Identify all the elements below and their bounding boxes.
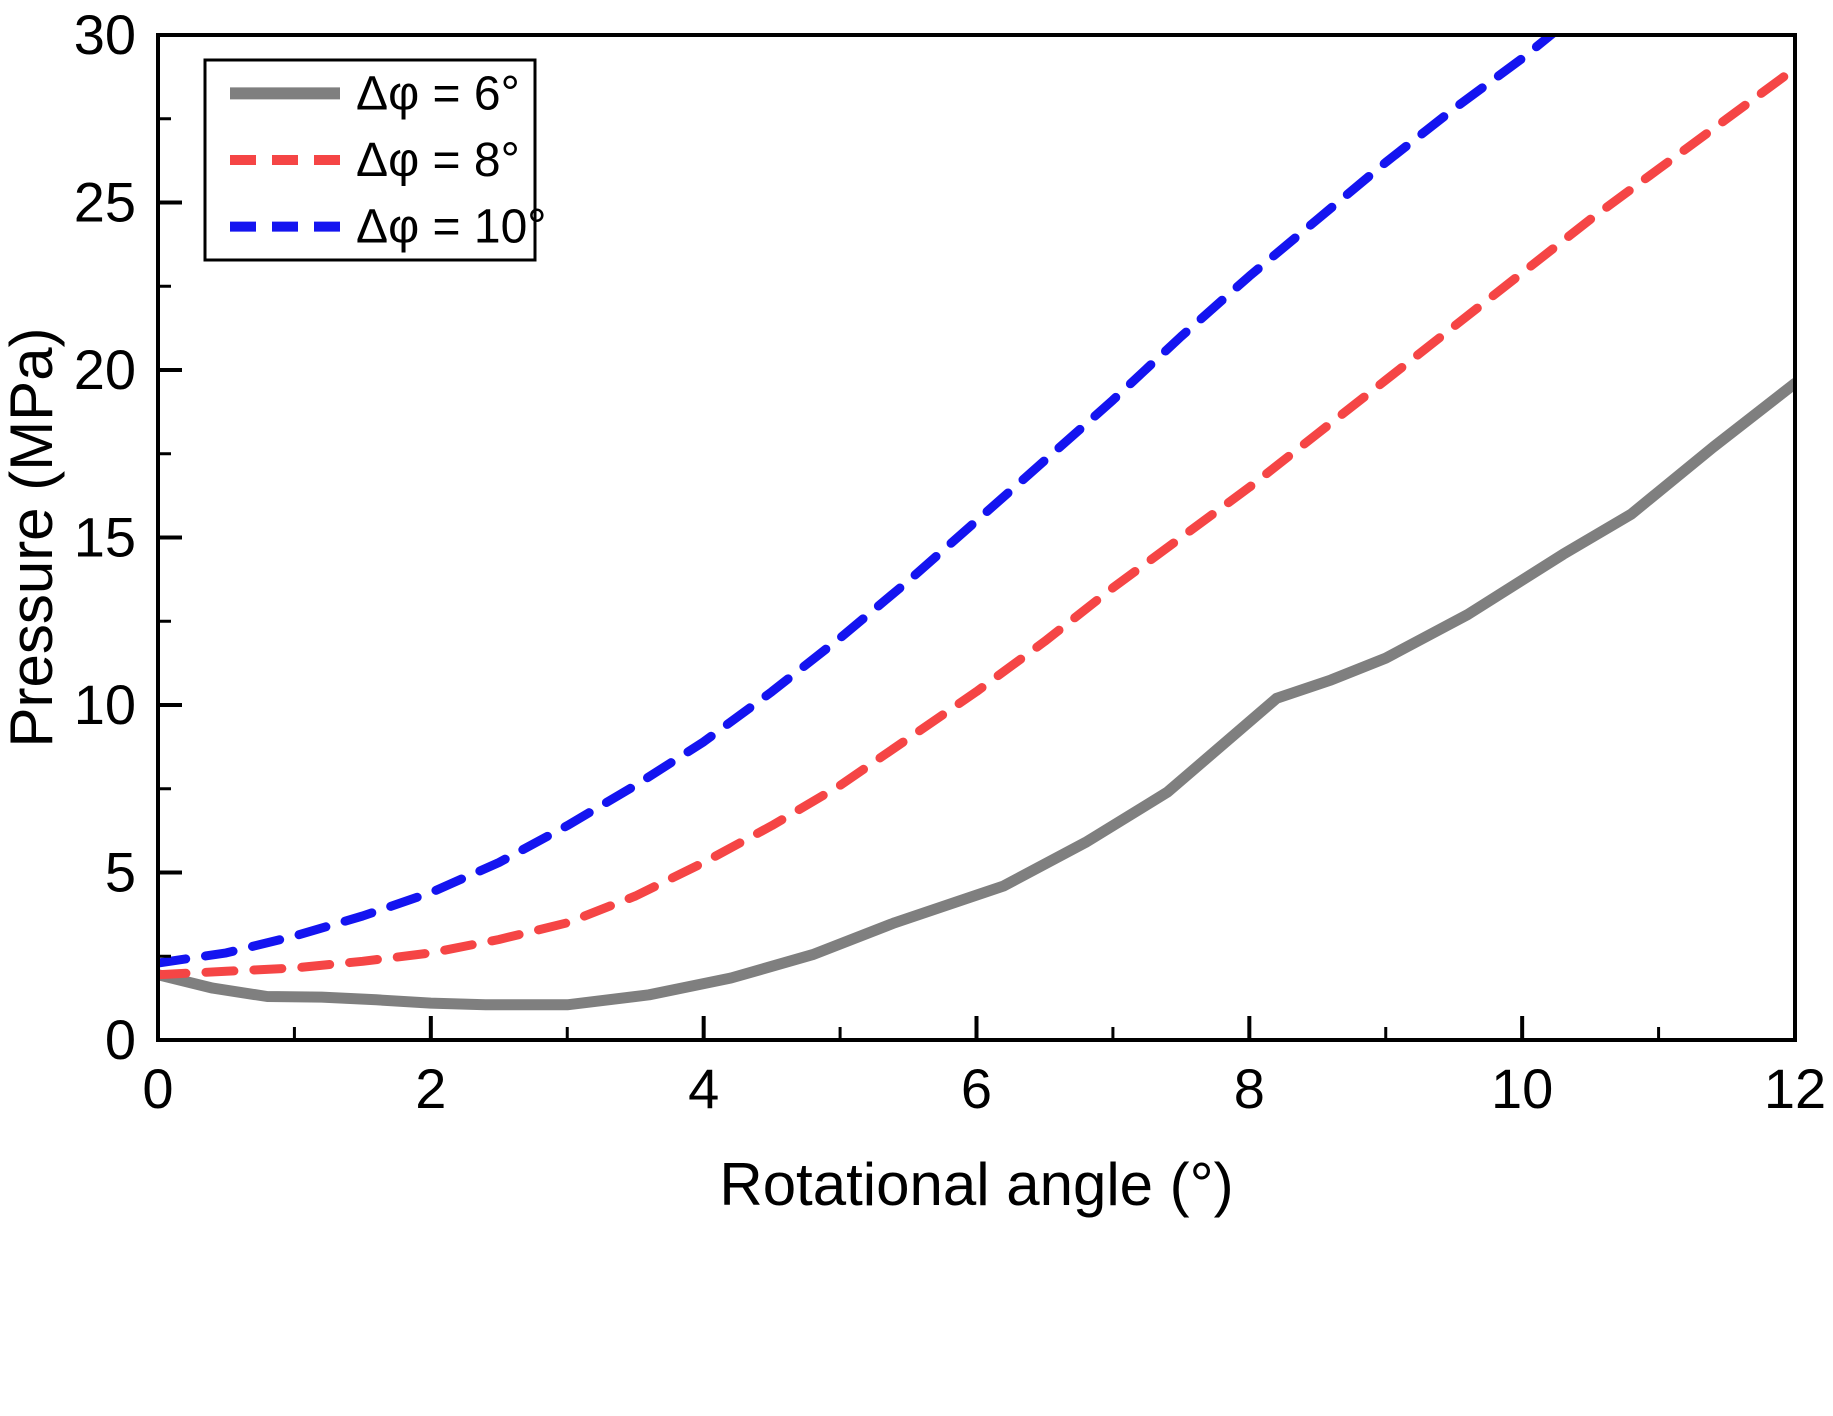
y-axis-label: Pressure (MPa) <box>0 327 65 747</box>
legend: Δφ = 6° Δφ = 8° Δφ = 10° <box>203 58 546 262</box>
x-tick-label: 10 <box>1491 1057 1553 1120</box>
x-tick-label: 8 <box>1234 1057 1265 1120</box>
x-tick-label: 4 <box>688 1057 719 1120</box>
x-tick-label: 12 <box>1764 1057 1826 1120</box>
x-axis-label: Rotational angle (°) <box>719 1151 1233 1218</box>
legend-label-1: Δφ = 8° <box>356 134 520 187</box>
y-tick-label: 10 <box>74 673 136 736</box>
legend-label-2: Δφ = 10° <box>356 201 546 254</box>
y-tick-label: 15 <box>74 506 136 569</box>
x-tick-label: 2 <box>415 1057 446 1120</box>
y-tick-label: 20 <box>74 338 136 401</box>
x-tick-label: 0 <box>142 1057 173 1120</box>
legend-label-0: Δφ = 6° <box>356 67 520 120</box>
x-tick-label: 6 <box>961 1057 992 1120</box>
y-tick-label: 0 <box>105 1008 136 1071</box>
series-line-0 <box>158 377 1795 1011</box>
y-tick-label: 30 <box>74 3 136 66</box>
y-tick-label: 25 <box>74 171 136 234</box>
y-tick-label: 5 <box>105 841 136 904</box>
series-line-1 <box>158 64 1795 980</box>
series-line-2 <box>158 35 1558 968</box>
